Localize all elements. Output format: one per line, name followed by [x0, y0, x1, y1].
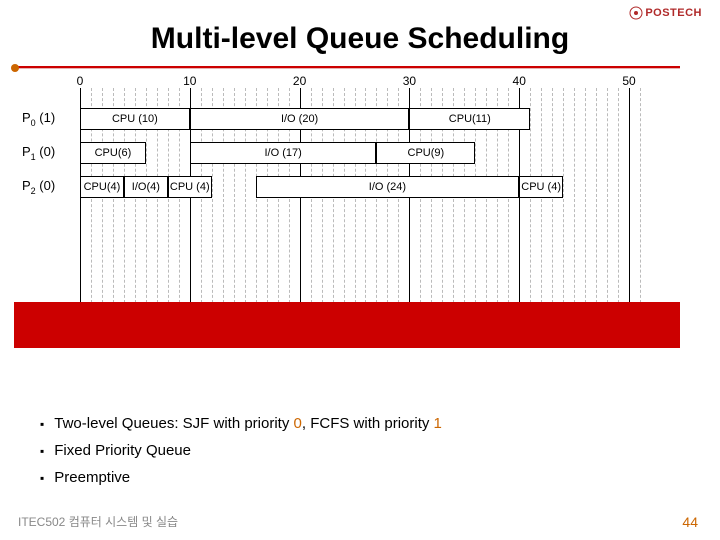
axis-tick-label: 30: [403, 74, 416, 88]
bullet-list: Two-level Queues: SJF with priority 0, F…: [40, 410, 680, 491]
axis-tick-label: 10: [183, 74, 196, 88]
gantt-segment: CPU (4): [168, 176, 212, 198]
bullet-item: Fixed Priority Queue: [40, 437, 680, 464]
gantt-segment: CPU (10): [80, 108, 190, 130]
gantt-segment: I/O (17): [190, 142, 377, 164]
gantt-segment: I/O (20): [190, 108, 410, 130]
gantt-segment: CPU(9): [376, 142, 475, 164]
logo-text: POSTECH: [645, 7, 702, 19]
gridline-minor: [563, 88, 564, 308]
gridline-minor: [541, 88, 542, 308]
gantt-segment: CPU(11): [409, 108, 530, 130]
gantt-segment: I/O (24): [256, 176, 520, 198]
process-row-label: P2 (0): [22, 178, 55, 196]
red-band: [14, 302, 680, 348]
slide-root: POSTECH Multi-level Queue Scheduling 010…: [0, 0, 720, 540]
rule-dot-icon: [11, 64, 19, 72]
gantt-segment: CPU(6): [80, 142, 146, 164]
axis-tick-label: 0: [77, 74, 84, 88]
gantt-segment: CPU (4): [519, 176, 563, 198]
gridline-minor: [552, 88, 553, 308]
axis-tick-label: 40: [513, 74, 526, 88]
gridline-minor: [607, 88, 608, 308]
bullet-item: Two-level Queues: SJF with priority 0, F…: [40, 410, 680, 437]
process-row-label: P0 (1): [22, 110, 55, 128]
gantt-segment: I/O(4): [124, 176, 168, 198]
footer-course: ITEC502 컴퓨터 시스템 및 실습: [18, 513, 178, 530]
crest-icon: [629, 6, 643, 20]
gridline-minor: [530, 88, 531, 308]
process-row-label: P1 (0): [22, 144, 55, 162]
axis-tick-label: 20: [293, 74, 306, 88]
title-rule: [14, 66, 680, 70]
gridline-major: [629, 88, 630, 308]
axis-tick-label: 50: [622, 74, 635, 88]
page-title: Multi-level Queue Scheduling: [0, 22, 720, 56]
page-number: 44: [682, 514, 698, 530]
gridline-minor: [574, 88, 575, 308]
gridline-minor: [618, 88, 619, 308]
bullet-item: Preemptive: [40, 464, 680, 491]
gridline-minor: [585, 88, 586, 308]
logo: POSTECH: [629, 6, 702, 20]
gridline-minor: [596, 88, 597, 308]
gantt-chart: 01020304050 P0 (1)CPU (10)I/O (20)CPU(11…: [80, 88, 640, 308]
gridline-minor: [640, 88, 641, 308]
gantt-segment: CPU(4): [80, 176, 124, 198]
rule-line-light: [14, 68, 680, 69]
